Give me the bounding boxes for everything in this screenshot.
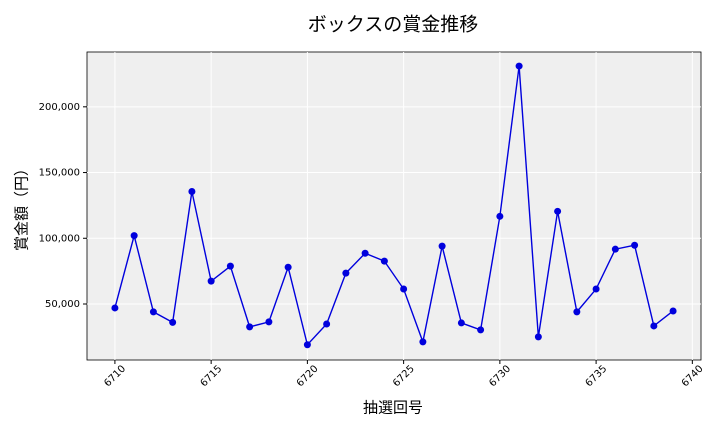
point [265,318,273,326]
point [650,322,658,330]
x-tick-label: 6710 [102,363,128,389]
point [419,338,427,346]
point [111,304,119,312]
line [114,65,674,347]
y-tick-label: 50,000 [45,299,80,310]
point [457,319,465,327]
y-tick-label: 200,000 [39,102,80,113]
point [400,285,408,293]
point [169,318,177,326]
point [631,241,639,249]
x-tick-label: 6730 [487,363,513,389]
point [611,245,619,253]
point [149,308,157,316]
chart-title: ボックスの賞金推移 [308,14,478,36]
y-tick-label: 100,000 [39,233,80,244]
x-tick-label: 6725 [391,363,417,389]
point [130,232,138,240]
point [554,207,562,215]
point [246,323,254,331]
plot-area [86,51,702,361]
point [477,326,485,334]
point [342,269,350,277]
y-tick-label: 150,000 [39,168,80,179]
point [496,212,504,220]
x-axis-label: 抽選回号 [363,399,423,417]
point [669,307,677,315]
point [380,257,388,265]
point [515,62,523,70]
point [284,263,292,271]
point [188,187,196,195]
x-tick-label: 6735 [584,363,610,389]
x-tick-label: 6740 [680,363,706,389]
point [573,308,581,316]
point [303,341,311,349]
point [438,242,446,250]
point [592,285,600,293]
point [207,277,215,285]
point [323,320,331,328]
point [534,333,542,341]
y-axis-label: 賞金額（円） [13,161,31,251]
x-tick-label: 6715 [199,363,225,389]
point [361,249,369,257]
point [226,262,234,270]
x-tick-label: 6720 [295,363,321,389]
